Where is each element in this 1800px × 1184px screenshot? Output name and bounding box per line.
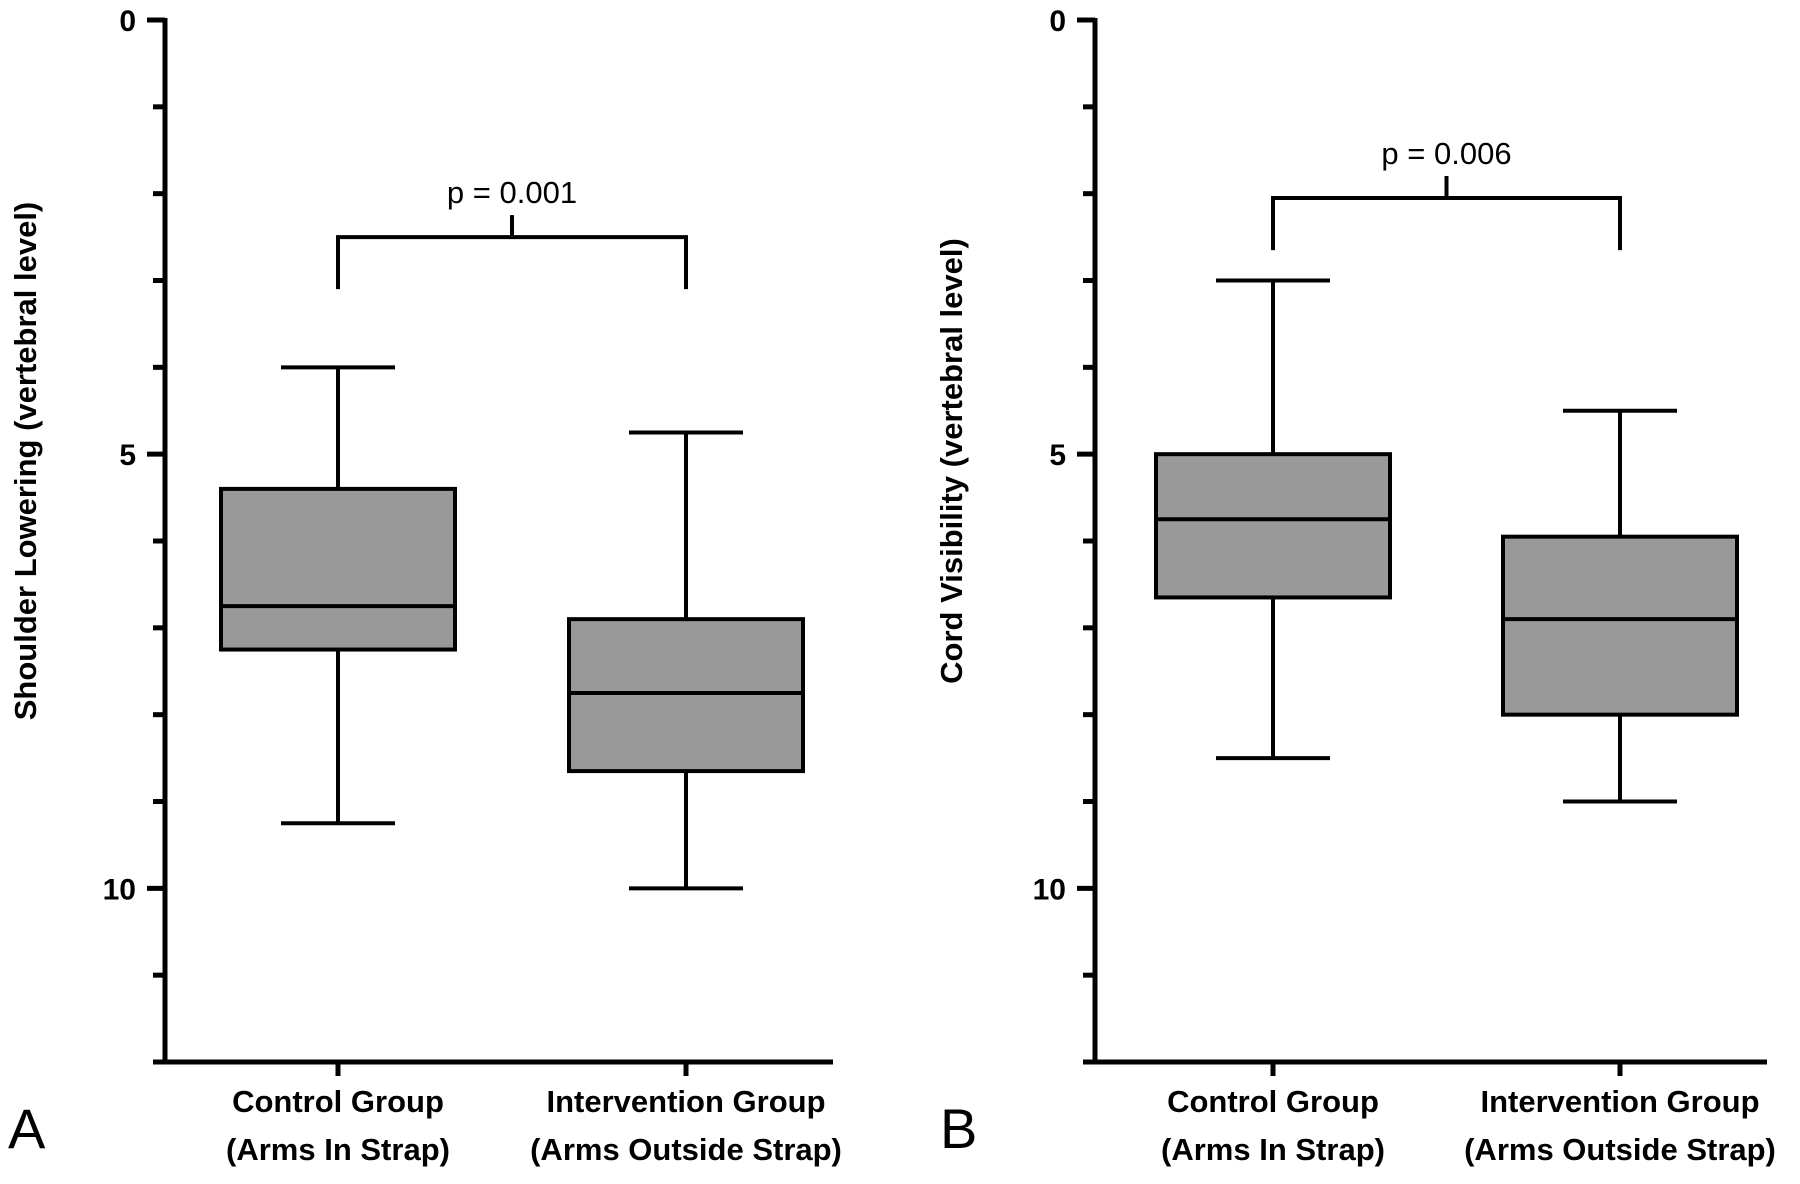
box-intervention [567, 430, 805, 891]
panel-b: 0 5 10 Control Group (Arms In Strap) Interven… [934, 5, 1776, 1167]
bracket-line [336, 235, 688, 290]
x-category-label: Intervention Group [1481, 1084, 1760, 1119]
iqr-box [1154, 452, 1392, 600]
x-category-sublabel: (Arms In Strap) [226, 1132, 450, 1167]
iqr-box [219, 486, 457, 652]
x-category-sublabel: (Arms Outside Strap) [1464, 1132, 1776, 1167]
panel-label: B [940, 1097, 977, 1160]
y-tick-label: 5 [1049, 439, 1066, 472]
y-tick-label: 5 [119, 439, 136, 472]
y-tick-label: 0 [1049, 5, 1066, 38]
box-intervention [1501, 408, 1739, 804]
p-value-label: p = 0.006 [1381, 136, 1511, 171]
x-category-label: Intervention Group [547, 1084, 826, 1119]
x-category-sublabel: (Arms Outside Strap) [530, 1132, 842, 1167]
bracket-line [1271, 196, 1622, 251]
x-category-label: Control Group [232, 1084, 444, 1119]
y-axis-label: Cord Visibility (vertebral level) [934, 238, 969, 684]
significance-bracket: p = 0.001 [336, 175, 688, 290]
y-tick-label: 0 [119, 5, 136, 38]
panel-a: 0 5 10 Control Group (Arms In Strap) Interven… [8, 5, 842, 1167]
x-category-label: Control Group [1167, 1084, 1379, 1119]
iqr-box [1501, 534, 1739, 717]
y-tick-label: 10 [103, 873, 136, 906]
box-control [219, 365, 457, 826]
panel-label: A [8, 1097, 46, 1160]
y-tick-label: 10 [1033, 873, 1066, 906]
iqr-box [567, 617, 805, 774]
x-category-sublabel: (Arms In Strap) [1161, 1132, 1385, 1167]
p-value-label: p = 0.001 [447, 175, 577, 210]
box-control [1154, 278, 1392, 761]
y-axis-label: Shoulder Lowering (vertebral level) [8, 202, 43, 721]
significance-bracket: p = 0.006 [1271, 136, 1622, 251]
